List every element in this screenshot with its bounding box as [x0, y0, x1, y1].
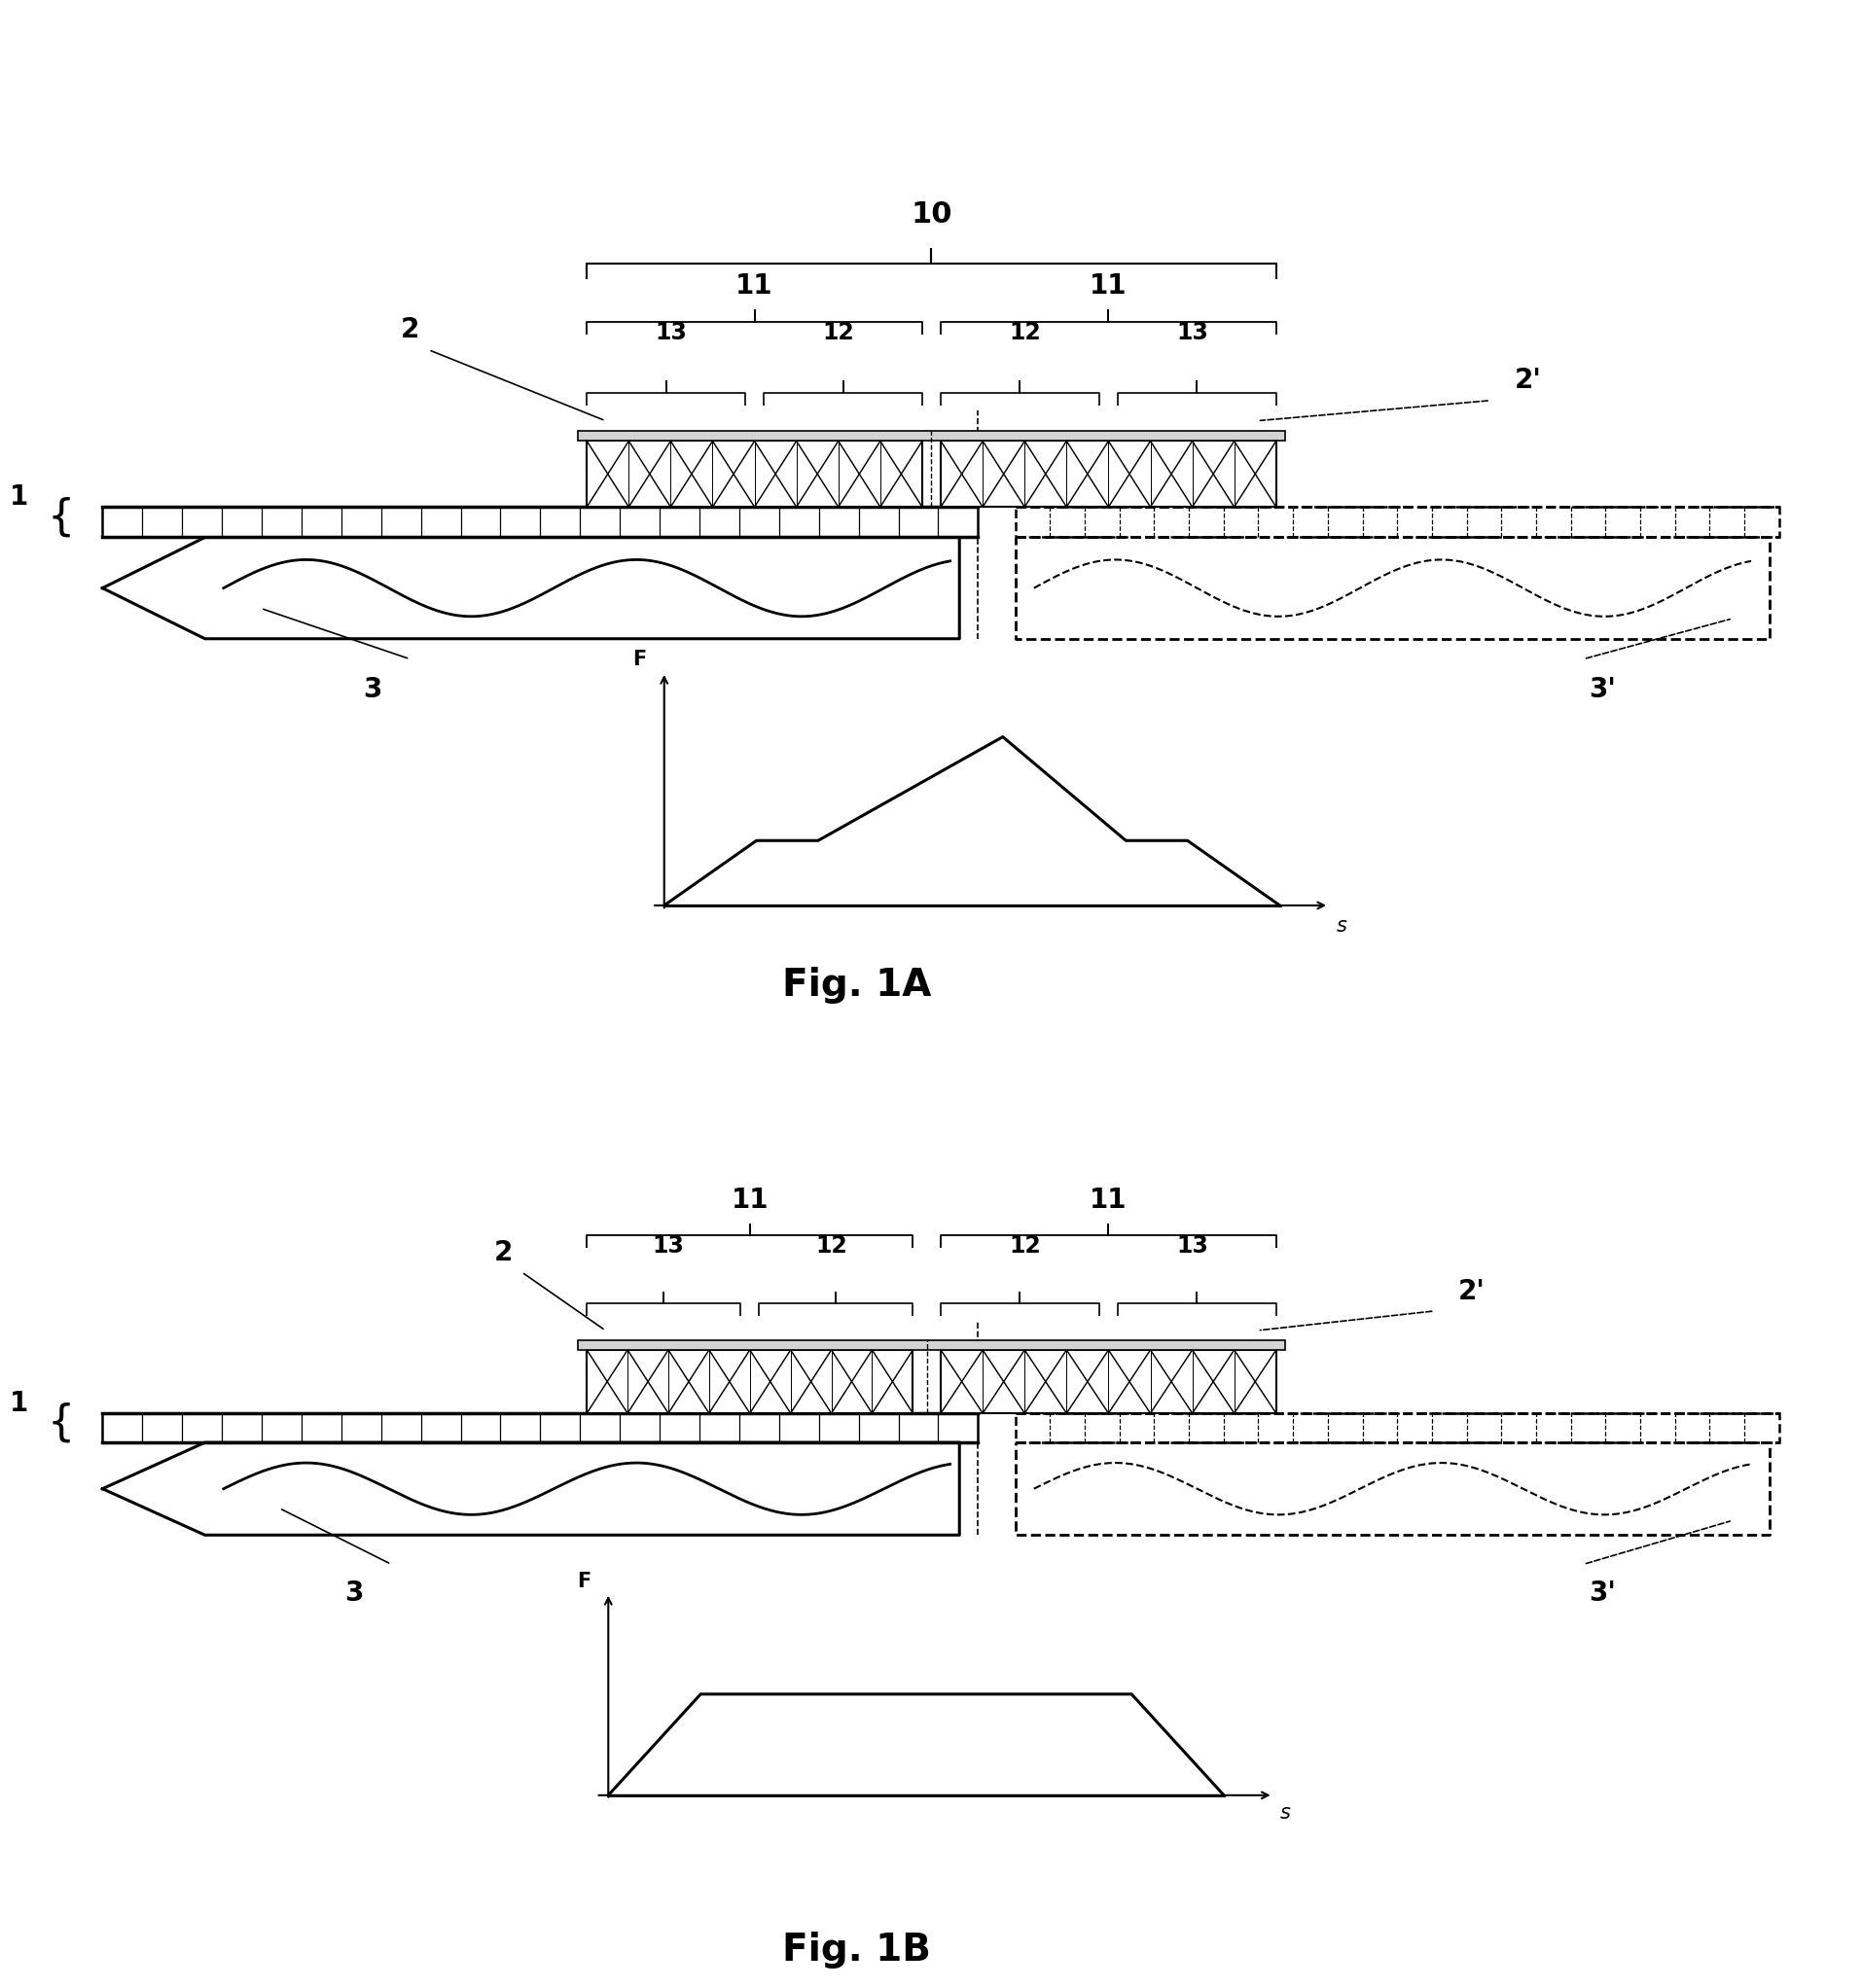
Text: 11: 11	[1089, 272, 1127, 298]
Text: 2: 2	[400, 316, 419, 344]
Text: 12: 12	[816, 1235, 847, 1256]
Text: 12: 12	[1007, 1235, 1041, 1256]
Text: 2': 2'	[1458, 1278, 1484, 1304]
Bar	[102, 1413, 978, 1443]
Text: F: F	[633, 650, 646, 668]
Text: 2': 2'	[1514, 366, 1540, 394]
Bar	[577, 431, 1285, 441]
Text: 11: 11	[730, 1187, 769, 1213]
Text: 12: 12	[1007, 322, 1041, 344]
Text: 13: 13	[1175, 1235, 1208, 1256]
Text: 13: 13	[654, 322, 687, 344]
Bar	[940, 1350, 1275, 1413]
Text: 3: 3	[344, 1580, 363, 1606]
Text: Fig. 1A: Fig. 1A	[782, 966, 931, 1004]
Text: 3: 3	[363, 676, 382, 704]
Text: 13: 13	[652, 1235, 683, 1256]
Text: {: {	[47, 1402, 74, 1443]
Bar	[587, 1350, 912, 1413]
Text: 3': 3'	[1588, 1580, 1614, 1606]
Bar	[1015, 507, 1778, 537]
Text: {: {	[47, 497, 74, 539]
Bar	[577, 1340, 1285, 1350]
Text: 11: 11	[1089, 1187, 1127, 1213]
Text: 13: 13	[1175, 322, 1208, 344]
Bar	[587, 441, 922, 507]
Bar	[102, 507, 978, 537]
Text: Fig. 1B: Fig. 1B	[782, 1932, 931, 1968]
Text: F: F	[577, 1573, 590, 1592]
Text: s: s	[1335, 916, 1346, 936]
Text: 3': 3'	[1588, 676, 1614, 704]
Text: 2: 2	[493, 1239, 512, 1266]
Bar	[940, 441, 1275, 507]
Text: s: s	[1279, 1803, 1290, 1823]
Text: 1: 1	[9, 1390, 28, 1417]
Text: 1: 1	[9, 483, 28, 511]
Bar	[1015, 1413, 1778, 1443]
Text: 10: 10	[911, 201, 951, 229]
Text: 11: 11	[735, 272, 773, 298]
Text: 12: 12	[821, 322, 855, 344]
